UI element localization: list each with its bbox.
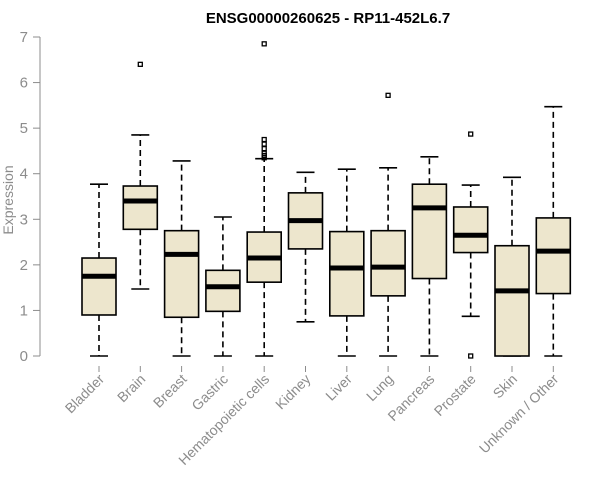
y-tick-label: 6 (20, 75, 28, 92)
y-tick-label: 3 (20, 211, 28, 228)
y-tick-label: 7 (20, 29, 28, 46)
iqr-box (122, 185, 159, 231)
outlier-point (385, 92, 391, 98)
box-unknown-other (535, 105, 572, 357)
iqr-box (370, 229, 406, 297)
box-hematopoietic-cells (246, 41, 282, 357)
iqr-box (535, 217, 572, 295)
box-lung (370, 92, 406, 357)
outlier-point (261, 145, 267, 152)
y-axis-ticks: 0 1 2 3 4 5 6 7 (20, 29, 40, 365)
box-skin (494, 176, 530, 357)
y-tick-label: 1 (20, 302, 28, 319)
iqr-box (494, 244, 530, 357)
outlier-point (137, 61, 143, 67)
x-tick-label: Breast (150, 371, 190, 411)
box-liver (328, 168, 365, 357)
iqr-box (411, 183, 448, 280)
box-kidney (287, 171, 324, 323)
iqr-box (205, 269, 241, 313)
outlier-point (261, 41, 267, 47)
outlier-point (261, 155, 267, 161)
outlier-point (468, 353, 474, 359)
y-tick-label: 5 (20, 120, 28, 137)
x-tick-label: Kidney (272, 371, 314, 413)
x-tick-label: Skin (490, 371, 521, 402)
iqr-box (163, 229, 200, 319)
y-tick-label: 0 (20, 348, 28, 365)
box-breast (163, 160, 200, 357)
box-prostate (452, 131, 489, 359)
box-brain (122, 61, 159, 290)
box-pancreas (411, 156, 448, 357)
x-tick-label: Brain (114, 371, 148, 405)
chart-title: ENSG00000260625 - RP11-452L6.7 (206, 10, 450, 27)
outlier-point (261, 141, 267, 147)
iqr-box (81, 257, 117, 316)
boxplot-series (81, 41, 572, 359)
y-tick-label: 4 (20, 166, 28, 183)
x-tick-label: Prostate (431, 371, 479, 419)
box-gastric (205, 216, 241, 357)
y-tick-label: 2 (20, 257, 28, 274)
y-axis-label: Expression (0, 165, 16, 234)
outlier-point (468, 131, 474, 137)
outlier-point (261, 136, 267, 143)
box-bladder (81, 183, 117, 357)
x-tick-label: Bladder (62, 371, 108, 417)
iqr-box (452, 206, 489, 254)
x-tick-label: Lung (363, 371, 396, 404)
iqr-box (328, 230, 365, 317)
x-tick-label: Liver (322, 371, 355, 404)
